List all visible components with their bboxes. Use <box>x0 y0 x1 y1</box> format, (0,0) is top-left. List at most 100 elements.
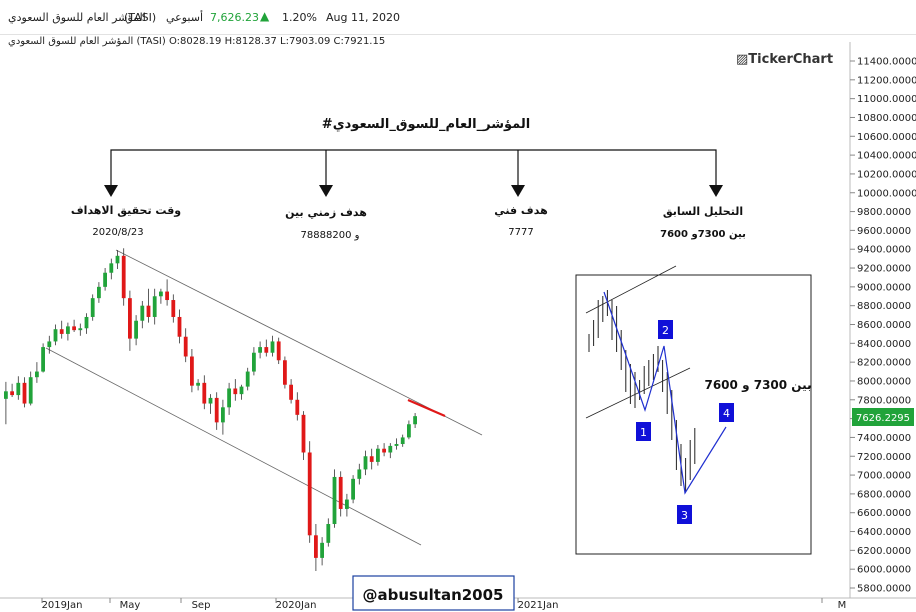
price-tag <box>852 408 914 426</box>
up-arrow-icon: ▲ <box>260 9 270 23</box>
candle-body <box>332 476 337 525</box>
candle-body <box>270 341 275 353</box>
y-tick-label: 6000.0000 <box>857 565 911 576</box>
candle-body <box>394 444 399 446</box>
x-tick-label: May <box>120 600 141 611</box>
wave-label-1: 1 <box>640 426 647 439</box>
candle-body <box>128 298 132 339</box>
candle-body <box>115 255 120 264</box>
candle-body <box>283 360 287 385</box>
candle-body <box>159 291 163 297</box>
candle-body <box>171 300 176 317</box>
candle-body <box>351 478 355 500</box>
y-tick-label: 9600.0000 <box>857 226 911 237</box>
candle-body <box>140 305 145 321</box>
candle-body <box>320 542 324 558</box>
candle-body <box>208 397 213 404</box>
candle-body <box>84 316 89 329</box>
candle-body <box>53 329 58 342</box>
candle-body <box>78 328 83 331</box>
col2-head: هدف زمني بين <box>285 206 367 219</box>
candle-body <box>196 382 200 386</box>
y-tick-label: 6600.0000 <box>857 508 911 519</box>
candle-body <box>177 316 182 337</box>
channel-upper-line <box>115 249 483 436</box>
wave-box-1 <box>636 422 651 441</box>
candle-body <box>109 263 114 273</box>
y-tick-label: 8400.0000 <box>857 339 911 350</box>
y-tick-label: 9000.0000 <box>857 282 911 293</box>
y-axis-ticks: 11400.0000 11200.0000 11000.0000 10800.0000… <box>850 57 916 595</box>
header-bar: المؤشر العام للسوق السعودي (TASI) أسبوعي… <box>0 0 916 35</box>
ohlc-high: H:8128.37 <box>224 36 277 47</box>
col2-value: 7888و 8200 <box>301 230 360 241</box>
candle-body <box>345 499 349 509</box>
x-tick-label: 2021Jan <box>518 600 559 611</box>
candle-body <box>289 384 293 400</box>
wave-box-4 <box>719 403 734 422</box>
candle-body <box>258 347 262 353</box>
inset-pattern: 1 2 3 4 بين 7300 و 7600 <box>575 265 812 555</box>
y-tick-label: 11000.0000 <box>857 94 916 105</box>
candle-body <box>121 255 126 299</box>
logo-text: TickerChart <box>748 52 834 67</box>
candle-body <box>183 336 188 357</box>
wave-label-4: 4 <box>723 407 730 420</box>
candle-body <box>202 382 207 404</box>
y-tick-label: 10400.0000 <box>857 151 916 162</box>
x-tick-label: Sep <box>192 600 211 611</box>
index-name: المؤشر العام للسوق السعودي <box>8 11 146 24</box>
y-tick-label: 5800.0000 <box>857 584 911 595</box>
candle-body <box>66 326 70 334</box>
col4-value: بين 7300و 7600 <box>660 229 746 240</box>
candle-body <box>314 535 318 558</box>
candle-body <box>103 272 107 287</box>
arrow-down-icon <box>104 185 118 197</box>
candle-body <box>338 476 343 509</box>
watermark-text: @abusultan2005 <box>362 586 503 604</box>
y-tick-label: 7000.0000 <box>857 471 911 482</box>
ohlc-name: المؤشر العام للسوق السعودي <box>8 36 134 47</box>
candle-body <box>369 456 374 462</box>
candle-body <box>245 371 250 387</box>
y-tick-label: 6400.0000 <box>857 527 911 538</box>
col1-value: 2020/8/23 <box>92 227 143 238</box>
y-tick-label: 8800.0000 <box>857 301 911 312</box>
candle-body <box>28 377 33 404</box>
candle-body <box>146 305 151 317</box>
change-percent: 1.20% <box>282 11 317 24</box>
watermark-box <box>352 575 515 611</box>
col1-head: وقت تحقيق الاهداف <box>71 204 181 217</box>
arrow-down-icon <box>511 185 525 197</box>
x-tick-label: 2019Jan <box>42 600 83 611</box>
x-tick-label: M <box>838 600 847 611</box>
candle-body <box>152 296 157 317</box>
annotation-tree: #المؤشر_العام_للسوق_السعودي وقت تحقيق ال… <box>71 117 746 241</box>
channel-lower-line <box>45 347 422 546</box>
ohlc-bar: المؤشر العام للسوق السعودي (TASI) O:8028… <box>8 36 385 47</box>
candle-body <box>363 456 368 470</box>
col4-head: التحليل السابق <box>663 205 743 218</box>
candle-body <box>239 386 244 395</box>
candle-body <box>233 388 238 395</box>
arrow-down-icon <box>709 185 723 197</box>
candle-body <box>295 399 300 415</box>
inset-wave-line <box>603 291 727 495</box>
y-tick-label: 8200.0000 <box>857 358 911 369</box>
inset-range-label: بين 7300 و 7600 <box>704 378 811 393</box>
candle-body <box>90 298 95 317</box>
candle-body <box>388 445 393 453</box>
y-tick-label: 8600.0000 <box>857 320 911 331</box>
x-tick-label: 2020Jan <box>276 600 317 611</box>
y-tick-label: 10200.0000 <box>857 169 916 180</box>
header-date: Aug 11, 2020 <box>326 11 400 24</box>
col3-value: 7777 <box>508 227 533 238</box>
x-axis-ticks: 2019Jan May Sep 2020Jan 2021Jan M <box>41 598 847 611</box>
candle-body <box>227 388 231 408</box>
y-tick-label: 7800.0000 <box>857 395 911 406</box>
candle-body <box>190 356 194 386</box>
y-tick-label: 10000.0000 <box>857 188 916 199</box>
candle-body <box>22 382 27 404</box>
y-tick-label: 11200.0000 <box>857 75 916 86</box>
